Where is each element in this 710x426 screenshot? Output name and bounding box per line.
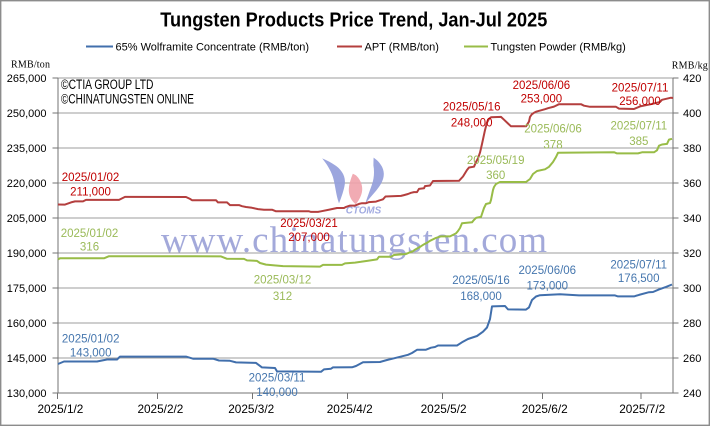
svg-text:Tungsten Products Price Trend,: Tungsten Products Price Trend, Jan-Jul 2… — [160, 9, 547, 32]
svg-text:2025/03/21: 2025/03/21 — [280, 218, 338, 230]
svg-text:2025/01/02: 2025/01/02 — [61, 228, 119, 240]
svg-text:205,000: 205,000 — [7, 213, 47, 225]
svg-text:265,000: 265,000 — [7, 73, 47, 85]
svg-text:2025/05/16: 2025/05/16 — [443, 102, 501, 114]
svg-text:2025/7/2: 2025/7/2 — [619, 402, 665, 416]
svg-text:168,000: 168,000 — [460, 291, 502, 303]
svg-text:253,000: 253,000 — [521, 93, 563, 105]
svg-text:130,000: 130,000 — [7, 388, 47, 400]
svg-text:360: 360 — [486, 170, 505, 182]
svg-text:160,000: 160,000 — [7, 318, 47, 330]
svg-text:175,000: 175,000 — [7, 283, 47, 295]
svg-text:APT (RMB/ton): APT (RMB/ton) — [365, 41, 439, 53]
svg-text:2025/01/02: 2025/01/02 — [62, 334, 120, 346]
svg-text:211,000: 211,000 — [70, 187, 111, 199]
svg-text:2025/07/11: 2025/07/11 — [610, 260, 667, 272]
svg-text:280: 280 — [683, 318, 701, 330]
svg-text:190,000: 190,000 — [7, 248, 47, 260]
svg-text:207,000: 207,000 — [288, 232, 330, 244]
svg-text:2025/3/2: 2025/3/2 — [228, 402, 274, 416]
svg-text:340: 340 — [683, 213, 701, 225]
svg-text:380: 380 — [683, 143, 701, 155]
svg-text:2025/06/06: 2025/06/06 — [519, 265, 577, 277]
svg-text:140,000: 140,000 — [256, 387, 298, 399]
svg-text:320: 320 — [683, 248, 701, 260]
svg-text:256,000: 256,000 — [619, 96, 661, 108]
svg-text:220,000: 220,000 — [7, 178, 47, 190]
svg-text:2025/4/2: 2025/4/2 — [327, 402, 373, 416]
svg-text:312: 312 — [273, 291, 292, 303]
svg-text:2025/6/2: 2025/6/2 — [522, 402, 568, 416]
svg-text:378: 378 — [543, 139, 562, 151]
svg-text:235,000: 235,000 — [7, 143, 47, 155]
svg-text:173,000: 173,000 — [527, 281, 569, 293]
svg-text:2025/05/19: 2025/05/19 — [467, 155, 525, 167]
svg-text:400: 400 — [683, 108, 701, 120]
svg-text:250,000: 250,000 — [7, 108, 47, 120]
svg-text:143,000: 143,000 — [70, 348, 112, 360]
svg-text:2025/03/11: 2025/03/11 — [249, 373, 306, 385]
svg-text:260: 260 — [683, 353, 701, 365]
svg-text:www.chinatungsten.com: www.chinatungsten.com — [161, 220, 547, 261]
svg-text:360: 360 — [683, 178, 701, 190]
svg-text:RMB/kg: RMB/kg — [672, 61, 708, 72]
svg-text:248,000: 248,000 — [451, 118, 493, 130]
svg-text:300: 300 — [683, 283, 701, 295]
svg-text:2025/06/06: 2025/06/06 — [524, 124, 582, 136]
svg-text:2025/2/2: 2025/2/2 — [137, 402, 183, 416]
svg-text:RMB/ton: RMB/ton — [11, 60, 50, 71]
svg-text:176,500: 176,500 — [618, 273, 660, 285]
svg-text:2025/01/02: 2025/01/02 — [62, 172, 120, 184]
svg-text:316: 316 — [80, 242, 99, 254]
svg-text:2025/05/16: 2025/05/16 — [452, 275, 510, 287]
svg-text:Tungsten Powder (RMB/kg): Tungsten Powder (RMB/kg) — [491, 41, 626, 53]
svg-text:385: 385 — [629, 136, 648, 148]
svg-text:2025/07/11: 2025/07/11 — [610, 121, 667, 133]
svg-text:2025/07/11: 2025/07/11 — [612, 83, 669, 95]
svg-text:CTOMS: CTOMS — [346, 204, 382, 216]
svg-text:65% Wolframite Concentrate (RM: 65% Wolframite Concentrate (RMB/ton) — [116, 41, 310, 53]
svg-text:2025/1/2: 2025/1/2 — [37, 402, 83, 416]
svg-text:2025/5/2: 2025/5/2 — [421, 402, 467, 416]
svg-text:©CTIA GROUP LTD: ©CTIA GROUP LTD — [61, 77, 154, 92]
svg-text:145,000: 145,000 — [7, 353, 47, 365]
svg-text:2025/03/12: 2025/03/12 — [254, 275, 312, 287]
svg-text:240: 240 — [683, 388, 701, 400]
svg-text:420: 420 — [683, 73, 701, 85]
svg-text:2025/06/06: 2025/06/06 — [513, 80, 571, 92]
svg-text:©CHINATUNGSTEN ONLINE: ©CHINATUNGSTEN ONLINE — [61, 92, 194, 107]
